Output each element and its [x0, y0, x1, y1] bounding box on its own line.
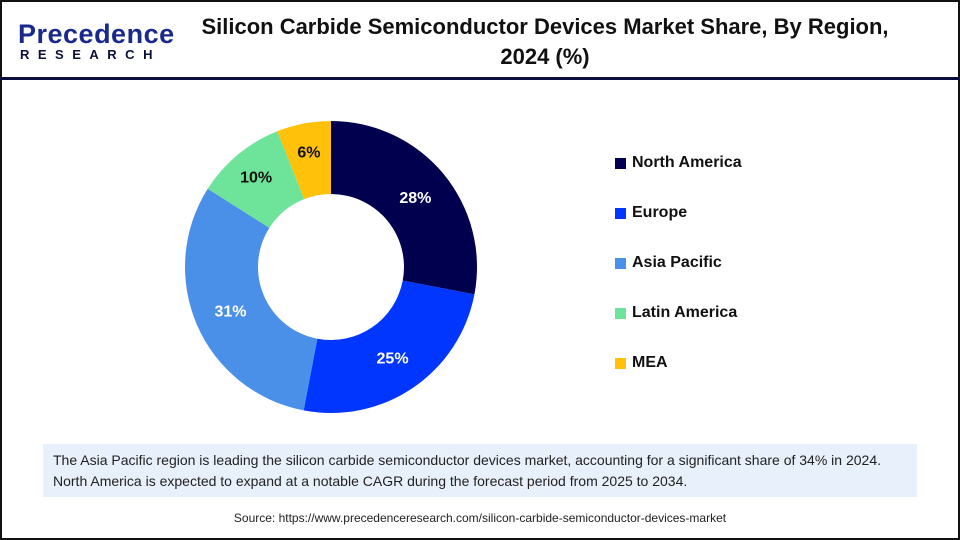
- logo: Precedence RESEARCH: [18, 20, 175, 62]
- legend-swatch: [615, 357, 626, 369]
- legend-item: MEA: [615, 338, 742, 388]
- legend-label: MEA: [632, 354, 668, 371]
- slice-latin-america: [207, 131, 305, 228]
- slice-asia-pacific: [185, 188, 318, 411]
- chart-title: Silicon Carbide Semiconductor Devices Ma…: [201, 14, 889, 69]
- legend-label: Asia Pacific: [632, 254, 722, 271]
- legend-swatch: [615, 207, 626, 219]
- legend: North America Europe Asia Pacific Latin Ame…: [615, 150, 742, 400]
- legend-label: Latin America: [632, 304, 738, 321]
- legend-label: North America: [632, 154, 742, 171]
- legend-item: Latin America: [615, 288, 742, 338]
- legend-item: North America: [615, 138, 742, 188]
- legend-swatch: [615, 307, 626, 319]
- data-label: 6%: [297, 145, 320, 162]
- slice-north-america: [331, 121, 477, 295]
- data-label: 31%: [214, 303, 246, 320]
- data-label: 28%: [399, 190, 431, 207]
- legend-item: Asia Pacific: [615, 238, 742, 288]
- logo-text: Precedence: [18, 19, 175, 49]
- legend-item: Europe: [615, 188, 742, 238]
- summary-note: The Asia Pacific region is leading the s…: [43, 444, 917, 497]
- slice-europe: [303, 280, 475, 413]
- legend-swatch: [615, 157, 626, 169]
- slice-mea: [277, 121, 331, 200]
- legend-swatch: [615, 257, 626, 269]
- header: Precedence RESEARCH Silicon Carbide Semi…: [0, 0, 960, 80]
- logo-subtext: RESEARCH: [20, 47, 161, 62]
- data-label: 25%: [377, 351, 409, 368]
- data-label: 10%: [240, 169, 272, 186]
- source-text: Source: https://www.precedenceresearch.c…: [233, 511, 727, 525]
- legend-label: Europe: [632, 204, 688, 221]
